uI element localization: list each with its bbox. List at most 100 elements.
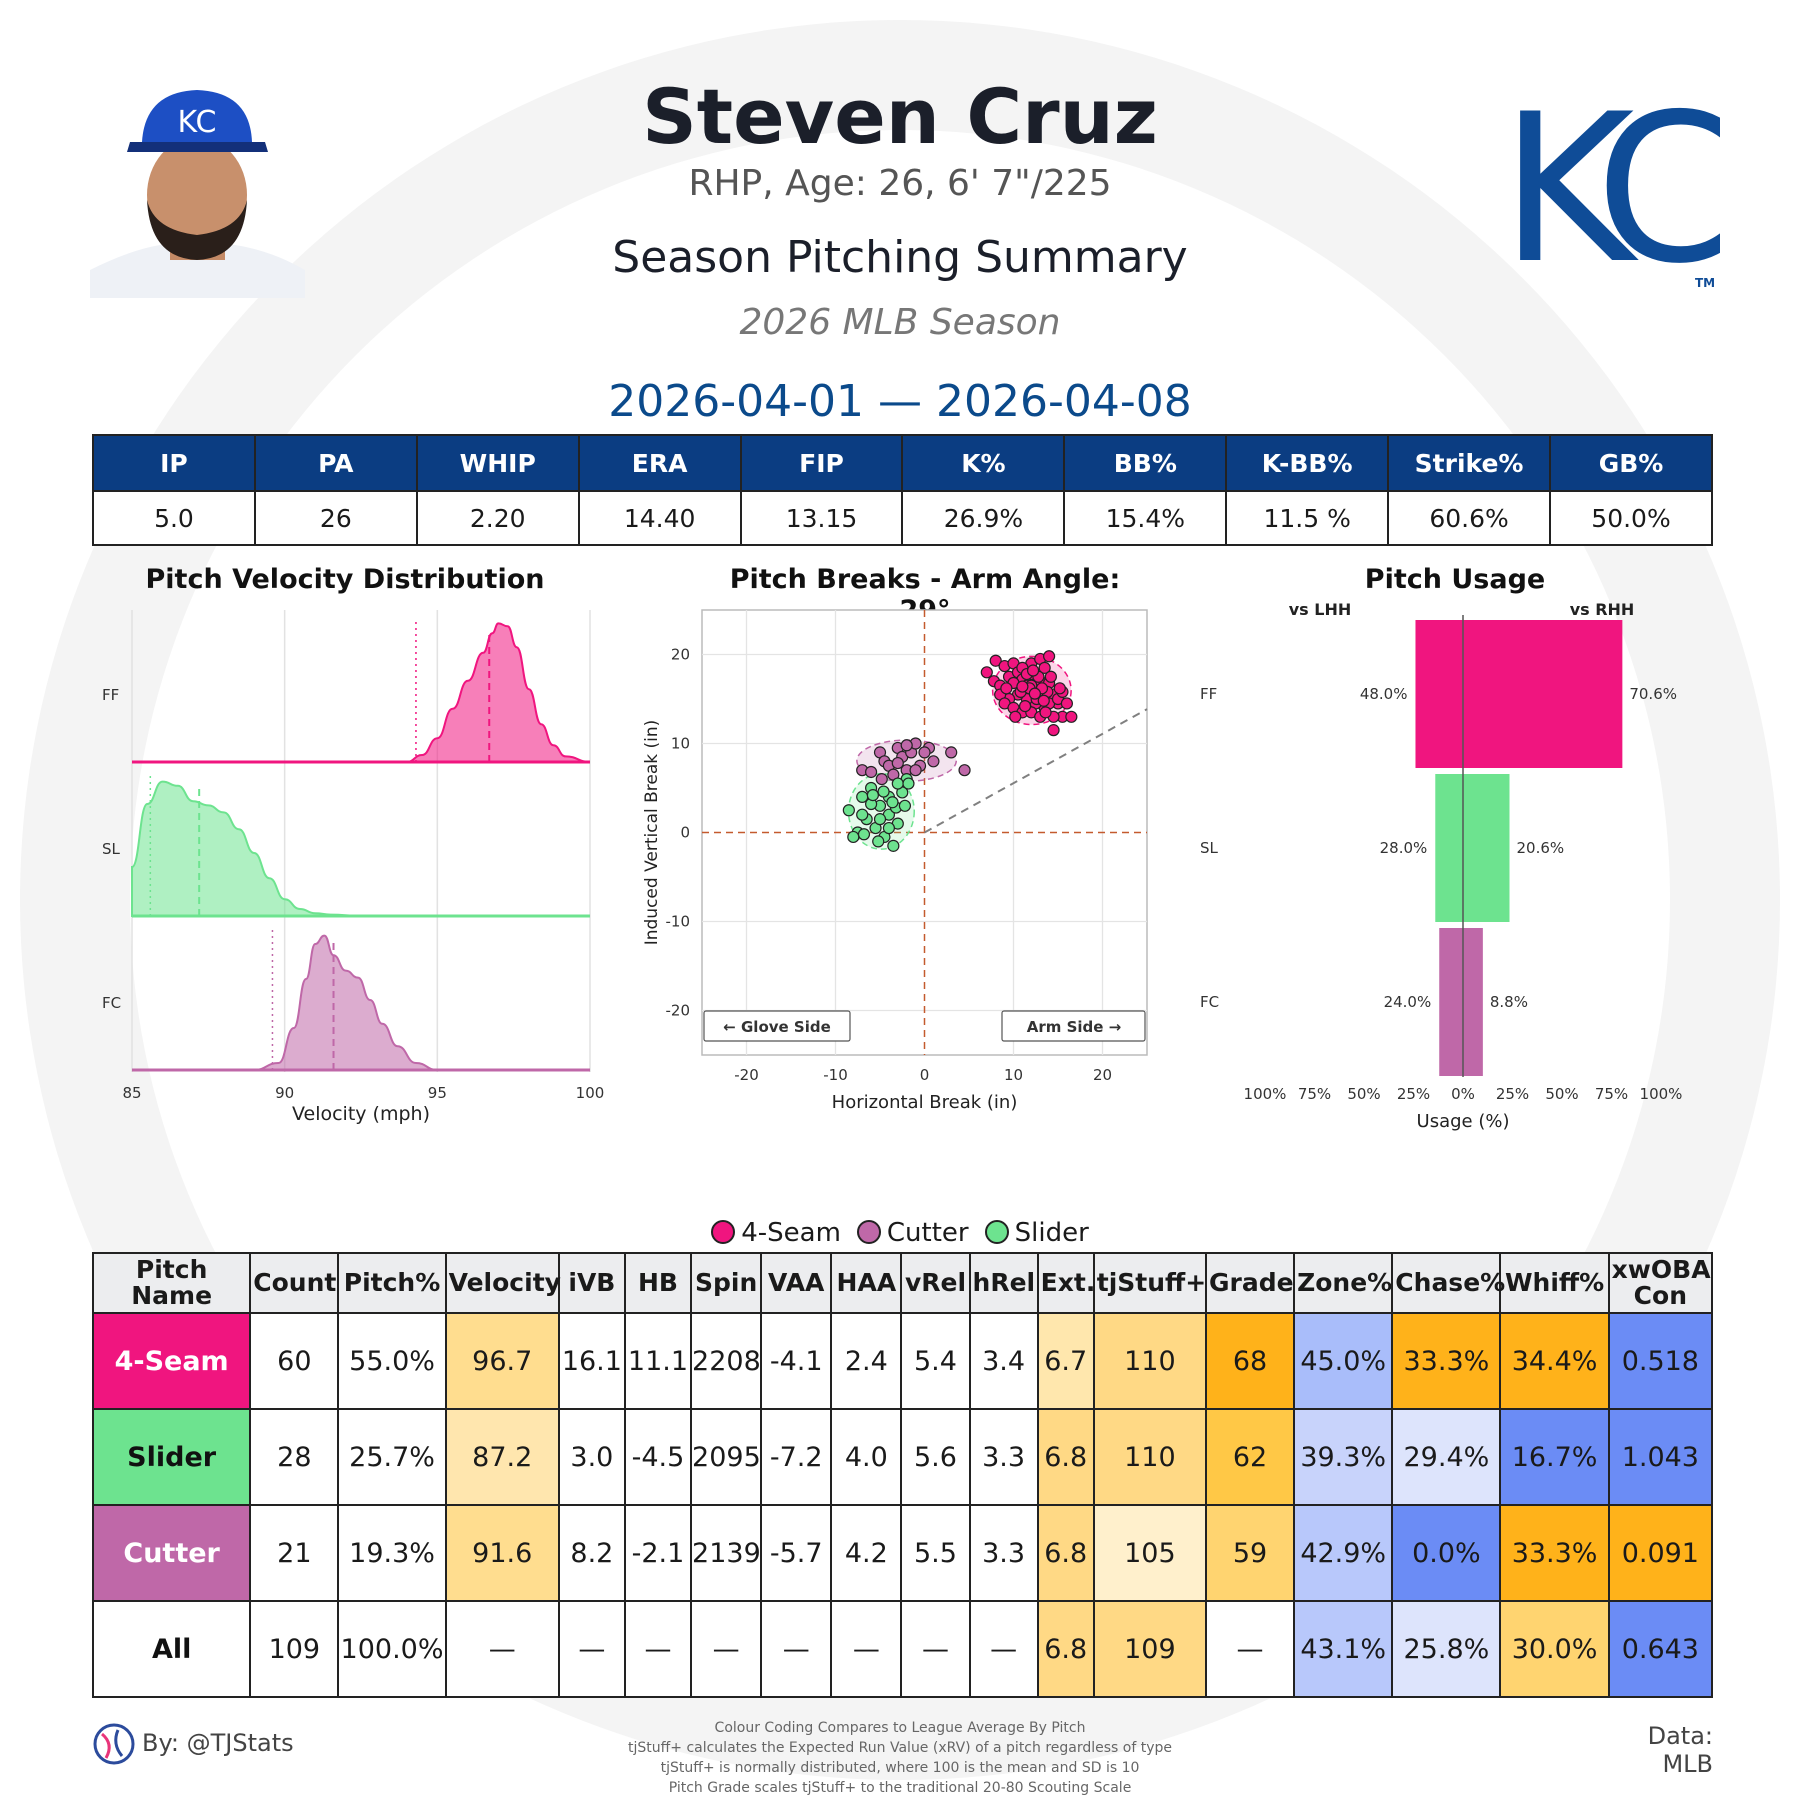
velocity-tick-label: 95 xyxy=(428,1084,447,1102)
footer-note: tjStuff+ calculates the Expected Run Val… xyxy=(627,1740,1173,1756)
break-point-4-seam xyxy=(980,666,993,679)
pitch-table-cell: 2095 xyxy=(690,1408,763,1506)
footer-notes: Colour Coding Compares to League Average… xyxy=(0,1718,1800,1798)
pitch-table-cell: 2139 xyxy=(690,1504,763,1602)
legend-swatch xyxy=(856,1220,881,1244)
break-point-4-seam xyxy=(1016,680,1029,693)
pitch-table-header: xwOBA Con xyxy=(1607,1252,1714,1314)
footer-note: Pitch Grade scales tjStuff+ to the tradi… xyxy=(668,1780,1132,1796)
date-range: 2026-04-01 — 2026-04-08 xyxy=(608,376,1192,427)
breaks-x-tick: 20 xyxy=(1093,1066,1112,1084)
stats-header-row: IP PA WHIP ERA FIP K% BB% K-BB% Strike% GB% xyxy=(92,434,1713,492)
pitch-table-header: iVB xyxy=(557,1252,626,1314)
stat-header-gb-: GB% xyxy=(1549,434,1713,492)
pitch-table-header: VAA xyxy=(760,1252,833,1314)
pitch-table-cell: — xyxy=(900,1600,971,1698)
usage-label-rhh: 8.8% xyxy=(1490,993,1528,1011)
pitch-table-cell: — xyxy=(830,1600,903,1698)
pitch-table-header: HB xyxy=(623,1252,693,1314)
stat-header-ip: IP xyxy=(92,434,256,492)
break-point-cutter xyxy=(927,755,940,768)
break-point-slider xyxy=(872,835,885,848)
player-headshot: KC xyxy=(90,80,305,298)
velocity-row-label: SL xyxy=(102,840,121,858)
usage-bar-rhh-sl xyxy=(1463,774,1510,922)
pitch-table-cell: 16.1 xyxy=(557,1312,626,1410)
break-point-4-seam xyxy=(1038,661,1051,674)
break-point-cutter xyxy=(900,739,913,752)
break-point-slider xyxy=(856,808,869,821)
pitch-legend: 4-Seam Cutter Slider xyxy=(0,1218,1800,1248)
usage-x-tick: 100% xyxy=(1244,1085,1287,1103)
pitch-table-cell: 55.0% xyxy=(337,1312,447,1410)
pitch-table-header: Spin xyxy=(690,1252,763,1314)
pitch-table-cell: 109 xyxy=(249,1600,340,1698)
legend-label: Slider xyxy=(1014,1218,1089,1248)
pitch-table-cell: 3.4 xyxy=(968,1312,1039,1410)
pitch-table-cell: 1.043 xyxy=(1607,1408,1714,1506)
break-point-4-seam xyxy=(1065,710,1078,723)
pitch-breaks-chart: -20 -10 0 10 20 20 10 0 -10 -20 ← Glove Side Arm Si… xyxy=(642,609,1148,1113)
glove-side-label: ← Glove Side xyxy=(723,1018,831,1036)
pitch-table-cell: 0.518 xyxy=(1607,1312,1714,1410)
pitch-table-cell: 62 xyxy=(1204,1408,1296,1506)
break-point-slider xyxy=(882,821,895,835)
stat-header-fip: FIP xyxy=(739,434,904,492)
stat-value-k-: 26.9% xyxy=(901,490,1066,546)
break-point-cutter xyxy=(891,756,904,770)
pitch-table-cell: 4.2 xyxy=(830,1504,903,1602)
breaks-x-tick: -10 xyxy=(823,1066,848,1084)
player-name: Steven Cruz xyxy=(642,72,1158,161)
pitch-table-cell: — xyxy=(968,1600,1039,1698)
breaks-y-tick: 10 xyxy=(671,735,690,753)
usage-x-tick: 0% xyxy=(1451,1085,1475,1103)
break-point-4-seam xyxy=(1060,697,1073,710)
pitch-table-header: vRel xyxy=(900,1252,971,1314)
pitch-table-cell: 28 xyxy=(249,1408,340,1506)
pitch-table-header: HAA xyxy=(830,1252,903,1314)
pitch-table-cell: -4.1 xyxy=(760,1312,833,1410)
summary-title: Season Pitching Summary xyxy=(612,232,1188,283)
break-point-cutter xyxy=(958,764,971,777)
pitch-table-cell: 91.6 xyxy=(444,1504,560,1602)
pitch-table-cell: 25.8% xyxy=(1391,1600,1502,1698)
pitch-table-cell: 39.3% xyxy=(1293,1408,1394,1506)
season-label: 2026 MLB Season xyxy=(739,302,1061,343)
break-point-slider xyxy=(842,804,855,817)
player-bio: RHP, Age: 26, 6' 7"/225 xyxy=(688,163,1112,204)
pitch-table-cell: 105 xyxy=(1092,1504,1207,1602)
stat-value-whip: 2.20 xyxy=(415,490,580,546)
pitch-table-cell: 6.7 xyxy=(1036,1312,1095,1410)
season-stats-table: IP PA WHIP ERA FIP K% BB% K-BB% Strike% GB% 5.0 26… xyxy=(92,434,1713,546)
pitch-table-cell: 68 xyxy=(1204,1312,1296,1410)
usage-label-rhh: 70.6% xyxy=(1629,685,1677,703)
stat-value-fip: 13.15 xyxy=(739,490,904,546)
break-point-slider xyxy=(891,777,904,790)
velocity-row-label: FC xyxy=(102,994,121,1012)
team-logo-text: KC xyxy=(1500,85,1720,295)
pitch-name-cell: 4-Seam xyxy=(91,1312,252,1410)
pitch-table-cell: 110 xyxy=(1092,1408,1207,1506)
pitch-table-cell: — xyxy=(690,1600,763,1698)
pitch-table-cell: 2208 xyxy=(690,1312,763,1410)
usage-x-tick: 50% xyxy=(1545,1085,1578,1103)
pitch-table-header-row: Pitch Name Count Pitch% Velocity iVB HB Spin VA… xyxy=(91,1252,1714,1314)
density-area-ff xyxy=(406,622,591,763)
usage-label-rhh: 20.6% xyxy=(1516,839,1564,857)
break-point-4-seam xyxy=(1026,664,1040,677)
legend-item: 4-Seam xyxy=(711,1218,841,1248)
break-point-cutter xyxy=(865,765,878,779)
footer-by-text: By: @TJStats xyxy=(142,1729,294,1757)
usage-x-tick: 75% xyxy=(1298,1085,1331,1103)
legend-label: Cutter xyxy=(886,1218,969,1248)
breaks-y-axis-label: Induced Vertical Break (in) xyxy=(642,720,662,946)
break-point-cutter xyxy=(918,746,931,759)
usage-row-label: FC xyxy=(1200,993,1219,1011)
pitch-table-cell: 5.6 xyxy=(900,1408,971,1506)
usage-x-tick: 25% xyxy=(1496,1085,1529,1103)
footer-data-source: Data: MLB xyxy=(1647,1722,1713,1778)
usage-label-lhh: 28.0% xyxy=(1380,839,1428,857)
pitch-name-cell: Slider xyxy=(91,1408,252,1506)
pitch-table-header: Zone% xyxy=(1293,1252,1394,1314)
break-point-cutter xyxy=(909,764,922,777)
